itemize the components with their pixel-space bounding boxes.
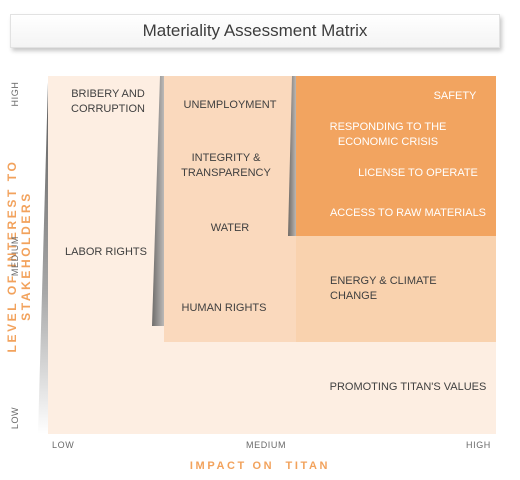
issue-water: WATER	[210, 222, 250, 234]
issue-raw-materials: ACCESS TO RAW MATERIALS	[329, 207, 487, 219]
edge-shadow-mid	[288, 76, 296, 236]
y-axis-gradient-wedge	[38, 82, 50, 434]
cell-high-high	[296, 76, 496, 236]
issue-economic-crisis: RESPONDING TO THE ECONOMIC CRISIS	[329, 121, 447, 148]
edge-shadow-left	[152, 76, 164, 326]
cell-medium-impact	[164, 76, 296, 342]
x-tick-low: LOW	[52, 440, 75, 450]
issue-human-rights: HUMAN RIGHTS	[181, 302, 267, 314]
x-axis-label: IMPACT ON TITAN	[189, 460, 331, 472]
issue-safety: SAFETY	[433, 90, 477, 102]
issue-bribery: BRIBERY AND CORRUPTION	[71, 88, 145, 115]
cell-low-interest-band	[164, 342, 496, 434]
cell-medium-high	[296, 236, 496, 342]
x-tick-high: HIGH	[466, 440, 491, 450]
issue-unemployment: UNEMPLOYMENT	[183, 99, 277, 111]
issue-license: LICENSE TO OPERATE	[358, 167, 478, 179]
matrix-title: Materiality Assessment Matrix	[10, 14, 500, 48]
x-tick-medium: MEDIUM	[246, 440, 287, 450]
issue-labor-rights: LABOR RIGHTS	[65, 246, 147, 258]
cell-low-impact	[48, 76, 164, 434]
issue-titan-values: PROMOTING TITAN'S VALUES	[329, 381, 487, 393]
issue-energy: ENERGY & CLIMATE CHANGE	[330, 275, 437, 302]
issue-integrity: INTEGRITY & TRANSPARENCY	[181, 152, 271, 179]
